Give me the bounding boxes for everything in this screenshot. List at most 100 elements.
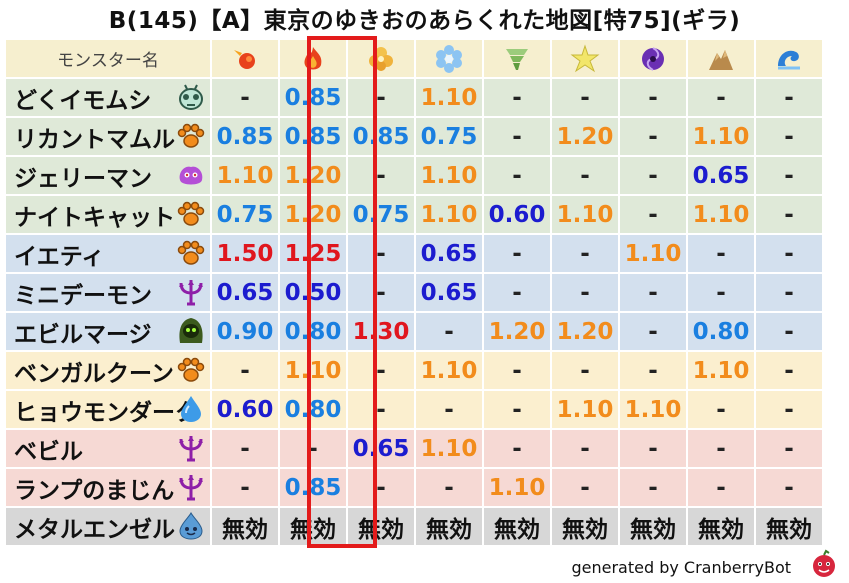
resistance-value: - bbox=[688, 79, 754, 116]
monster-name: メタルエンゼル bbox=[14, 516, 175, 543]
table-row: エビルマージ 0.90 0.80 1.30-1.20 1.20-0.80- bbox=[6, 313, 822, 350]
paw-icon bbox=[176, 238, 206, 268]
resistance-value: - bbox=[620, 430, 686, 467]
resistance-value: - bbox=[212, 79, 278, 116]
resistance-value: - bbox=[416, 391, 482, 428]
resistance-value: - bbox=[620, 118, 686, 155]
resistance-value: - bbox=[688, 430, 754, 467]
insect-face-icon bbox=[176, 82, 206, 112]
resistance-value: 1.10 bbox=[484, 469, 550, 506]
resistance-value: - bbox=[552, 352, 618, 389]
resistance-value: - bbox=[484, 79, 550, 116]
resistance-value: - bbox=[348, 391, 414, 428]
resistance-value: - bbox=[756, 430, 822, 467]
resistance-value: 1.10 bbox=[416, 352, 482, 389]
resistance-value: 1.20 bbox=[552, 118, 618, 155]
footer-credit: generated by CranberryBot bbox=[571, 558, 791, 577]
header-row: モンスター名 bbox=[6, 40, 822, 77]
resistance-value: - bbox=[212, 352, 278, 389]
resistance-value: 無効 bbox=[756, 508, 822, 545]
monster-name: ベンガルクーン bbox=[14, 360, 174, 387]
table-row: ランプのまじん -0.85- -1.10- - - - bbox=[6, 469, 822, 506]
demon-trident-icon bbox=[176, 472, 206, 502]
water-wave-icon bbox=[756, 40, 822, 77]
resistance-value: 1.10 bbox=[688, 352, 754, 389]
resistance-value: - bbox=[756, 157, 822, 194]
resistance-value: 無効 bbox=[212, 508, 278, 545]
monster-name-cell: ナイトキャット bbox=[6, 196, 210, 233]
resistance-value: - bbox=[756, 196, 822, 233]
table-row: メタルエンゼル 無効 無効 無効 無効 無効 無効 無効 無効 無効 bbox=[6, 508, 822, 545]
wind-leaf-icon bbox=[348, 40, 414, 77]
monster-name: イエティ bbox=[14, 243, 105, 270]
resistance-value: - bbox=[620, 469, 686, 506]
table-row: どくイモムシ -0.85-1.10- - - - - bbox=[6, 79, 822, 116]
paw-icon bbox=[176, 121, 206, 151]
resistance-value: - bbox=[552, 157, 618, 194]
resistance-value: 0.65 bbox=[688, 157, 754, 194]
resistance-value: - bbox=[756, 313, 822, 350]
table-row: ミニデーモン 0.65 0.50-0.65- - - - - bbox=[6, 274, 822, 311]
resistance-value: 無効 bbox=[620, 508, 686, 545]
metal-slime-icon bbox=[176, 511, 206, 541]
resistance-value: - bbox=[756, 79, 822, 116]
resistance-value: - bbox=[756, 391, 822, 428]
resistance-value: 0.90 bbox=[212, 313, 278, 350]
monster-name-cell: どくイモムシ bbox=[6, 79, 210, 116]
resistance-value: - bbox=[552, 469, 618, 506]
resistance-value: - bbox=[348, 235, 414, 272]
resistance-value: - bbox=[484, 235, 550, 272]
resistance-value: 1.10 bbox=[620, 391, 686, 428]
resistance-value: 1.10 bbox=[552, 196, 618, 233]
resistance-value: - bbox=[756, 274, 822, 311]
resistance-value: 0.60 bbox=[212, 391, 278, 428]
resistance-value: - bbox=[620, 352, 686, 389]
demon-trident-icon bbox=[176, 277, 206, 307]
dark-swirl-icon bbox=[620, 40, 686, 77]
resistance-value: - bbox=[620, 79, 686, 116]
resistance-value: 無効 bbox=[688, 508, 754, 545]
monster-name-cell: メタルエンゼル bbox=[6, 508, 210, 545]
resistance-value: 無効 bbox=[348, 508, 414, 545]
resistance-value: 0.85 bbox=[280, 118, 346, 155]
fire-orb-icon bbox=[212, 40, 278, 77]
earth-rock-icon bbox=[688, 40, 754, 77]
resistance-value: 0.75 bbox=[416, 118, 482, 155]
resistance-value: 0.80 bbox=[280, 391, 346, 428]
resistance-value: - bbox=[620, 157, 686, 194]
resistance-value: 1.50 bbox=[212, 235, 278, 272]
monster-name-header: モンスター名 bbox=[6, 40, 210, 77]
resistance-value: - bbox=[484, 391, 550, 428]
resistance-value: 0.85 bbox=[212, 118, 278, 155]
slime-blob-icon bbox=[176, 160, 206, 190]
monster-name: ナイトキャット bbox=[14, 204, 175, 231]
monster-name: どくイモムシ bbox=[14, 87, 152, 114]
monster-name-cell: ベビル bbox=[6, 430, 210, 467]
resistance-value: 0.65 bbox=[416, 274, 482, 311]
resistance-value: 0.75 bbox=[212, 196, 278, 233]
resistance-value: - bbox=[484, 352, 550, 389]
resistance-value: 0.65 bbox=[212, 274, 278, 311]
monster-name-cell: イエティ bbox=[6, 235, 210, 272]
tornado-icon bbox=[484, 40, 550, 77]
resistance-value: 0.75 bbox=[348, 196, 414, 233]
resistance-value: 1.10 bbox=[280, 352, 346, 389]
resistance-value: 1.10 bbox=[416, 79, 482, 116]
monster-name: ベビル bbox=[14, 438, 83, 465]
resistance-value: - bbox=[212, 430, 278, 467]
water-drop-icon bbox=[176, 394, 206, 424]
lightning-icon bbox=[552, 40, 618, 77]
monster-name-cell: ヒョウモンダーク bbox=[6, 391, 210, 428]
cranberry-bot-icon bbox=[813, 549, 835, 577]
resistance-value: 0.60 bbox=[484, 196, 550, 233]
resistance-value: 0.65 bbox=[348, 430, 414, 467]
table-row: ナイトキャット 0.75 1.20 0.75 1.10 0.60 1.10-1.10- bbox=[6, 196, 822, 233]
monster-name: ジェリーマン bbox=[14, 165, 152, 192]
resistance-value: 0.80 bbox=[688, 313, 754, 350]
resistance-value: 0.80 bbox=[280, 313, 346, 350]
resistance-value: 無効 bbox=[416, 508, 482, 545]
resistance-value: 1.10 bbox=[552, 391, 618, 428]
resistance-value: - bbox=[688, 391, 754, 428]
resistance-value: - bbox=[552, 430, 618, 467]
resistance-value: - bbox=[484, 430, 550, 467]
